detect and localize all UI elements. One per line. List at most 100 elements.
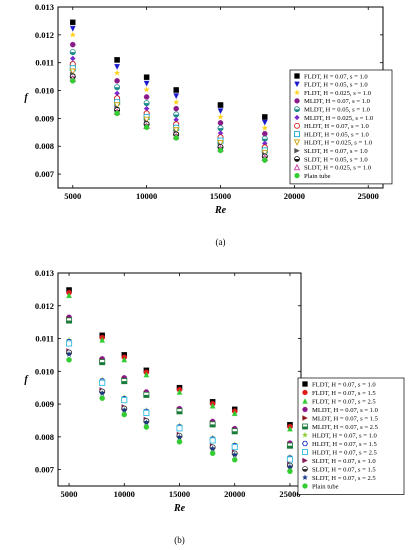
b-point-12 xyxy=(231,451,238,458)
b-legend-marker xyxy=(302,423,308,430)
b-legend-marker xyxy=(302,389,308,396)
b-legend-marker xyxy=(301,440,309,447)
b-legend-marker xyxy=(302,483,308,489)
a-legend-label: FLDT, H = 0.025, s = 1.0 xyxy=(304,90,372,97)
b-point-13 xyxy=(99,395,105,401)
b-legend: FLDT, H = 0.07, s = 1.0 FLDT, H = 0.07, s… xyxy=(297,377,405,495)
b-legend-label: FLDT, H = 0.07, s = 1.5 xyxy=(312,390,376,397)
a-point-5 xyxy=(261,135,268,142)
a-point-9 xyxy=(69,68,77,76)
a-x-tick-label: 20000 xyxy=(284,191,305,201)
a-y-tick-label: 0.013 xyxy=(35,2,54,12)
b-legend-label: SLDT, H = 0.07, s = 1.5 xyxy=(312,466,376,473)
b-y-tick-label: 0.013 xyxy=(35,268,54,278)
b-legend-marker xyxy=(302,406,308,413)
a-legend-label: FLDT, H = 0.05, s = 1.0 xyxy=(304,82,368,89)
a-legend-label: Plain tube xyxy=(304,173,331,180)
a-point-4 xyxy=(173,105,179,112)
b-legend-label: HLDT, H = 0.07, s = 1.5 xyxy=(312,441,378,448)
b-point-6 xyxy=(286,442,293,449)
a-legend-marker xyxy=(294,131,300,138)
a-legend-label: SLDT, H = 0.07, s = 1.0 xyxy=(304,148,368,155)
a-point-13 xyxy=(70,78,76,84)
b-legend-label: HLDT, H = 0.07, s = 1.0 xyxy=(312,432,378,439)
a-legend-marker xyxy=(294,73,300,79)
b-legend-label: SLDT, H = 0.07, s = 2.5 xyxy=(312,475,376,482)
b-point-13 xyxy=(209,450,216,456)
a-point-1 xyxy=(217,102,224,108)
b-y-tick-label: 0.009 xyxy=(35,399,54,409)
a-legend-label: MLDT, H = 0.07, s = 1.0 xyxy=(304,98,371,105)
b-point-6 xyxy=(231,428,238,435)
a-legend-box xyxy=(289,69,393,185)
a-x-tick-label: 25000 xyxy=(358,191,379,201)
a-point-4 xyxy=(262,130,268,137)
a-point-6 xyxy=(114,90,120,97)
a-legend-marker xyxy=(293,89,301,96)
a-point-5 xyxy=(217,125,224,132)
a-point-1 xyxy=(262,114,268,120)
a-legend-marker xyxy=(293,139,301,146)
b-point-3 xyxy=(209,402,216,409)
a-x-tick-label: 10000 xyxy=(136,191,157,201)
b-legend-label: MLDT, H = 0.07, s = 2.5 xyxy=(312,424,379,431)
b-point-9 xyxy=(176,425,183,432)
a-legend-label: MLDT, H = 0.05, s = 1.0 xyxy=(304,107,371,114)
b-point-6 xyxy=(143,391,150,398)
a-point-9 xyxy=(113,102,121,109)
a-point-3 xyxy=(69,31,76,38)
a-point-4 xyxy=(217,120,224,126)
b-point-9 xyxy=(143,409,150,416)
a-point-5 xyxy=(143,100,150,107)
a-legend-label: MLDT, H = 0.025, s = 1.0 xyxy=(304,115,374,122)
a-panel-label: (a) xyxy=(216,237,226,247)
a-point-9 xyxy=(172,127,180,134)
b-point-9 xyxy=(286,456,294,463)
a-y-tick-label: 0.012 xyxy=(35,30,54,40)
b-point-13 xyxy=(66,357,72,363)
a-point-2 xyxy=(69,25,76,32)
b-point-6 xyxy=(66,317,73,324)
a-point-3 xyxy=(173,98,180,105)
a-point-2 xyxy=(173,93,180,100)
a-point-9 xyxy=(217,140,224,147)
b-legend-label: FLDT, H = 0.07, s = 1.0 xyxy=(312,381,376,388)
b-y-tick-label: 0.011 xyxy=(35,334,54,344)
b-point-12 xyxy=(143,419,150,426)
b-point-3 xyxy=(231,410,238,417)
b-legend-marker xyxy=(302,457,308,464)
a-point-4 xyxy=(114,78,120,84)
a-point-13 xyxy=(173,135,179,141)
b-point-9 xyxy=(209,437,216,444)
a-legend-marker xyxy=(294,172,300,179)
a-y-tick-label: 0.007 xyxy=(35,169,55,179)
b-point-9 xyxy=(65,340,73,347)
a-point-5 xyxy=(114,84,121,91)
b-legend-label: HLDT, H = 0.07, s = 2.5 xyxy=(312,449,378,456)
a-point-3 xyxy=(143,86,150,93)
b-point-12 xyxy=(286,463,294,470)
b-y-tick-label: 0.012 xyxy=(35,301,54,311)
b-y-tick-label: 0.008 xyxy=(35,432,54,442)
b-legend-label: FLDT, H = 0.07, s = 2.5 xyxy=(312,398,376,405)
b-legend-label: SLDT, H = 0.07, s = 1.0 xyxy=(312,458,376,465)
a-x-tick-label: 5000 xyxy=(64,191,81,201)
a-point-9 xyxy=(143,116,150,124)
b-point-12 xyxy=(121,406,128,413)
b-point-13 xyxy=(231,457,238,463)
a-legend-marker xyxy=(294,156,300,162)
b-point-6 xyxy=(209,421,216,428)
b-point-3 xyxy=(99,336,106,343)
b-legend-label: Plain tube xyxy=(312,483,339,490)
a-point-2 xyxy=(261,119,268,126)
b-x-axis-label: Re xyxy=(173,503,186,514)
a-point-2 xyxy=(217,108,224,115)
a-point-1 xyxy=(114,57,120,63)
b-point-12 xyxy=(65,350,73,357)
a-point-3 xyxy=(217,113,224,120)
b-point-3 xyxy=(176,389,183,395)
a-point-1 xyxy=(143,74,150,80)
b-point-3 xyxy=(287,425,293,432)
a-y-tick-label: 0.011 xyxy=(35,58,54,68)
a-point-2 xyxy=(143,80,150,87)
